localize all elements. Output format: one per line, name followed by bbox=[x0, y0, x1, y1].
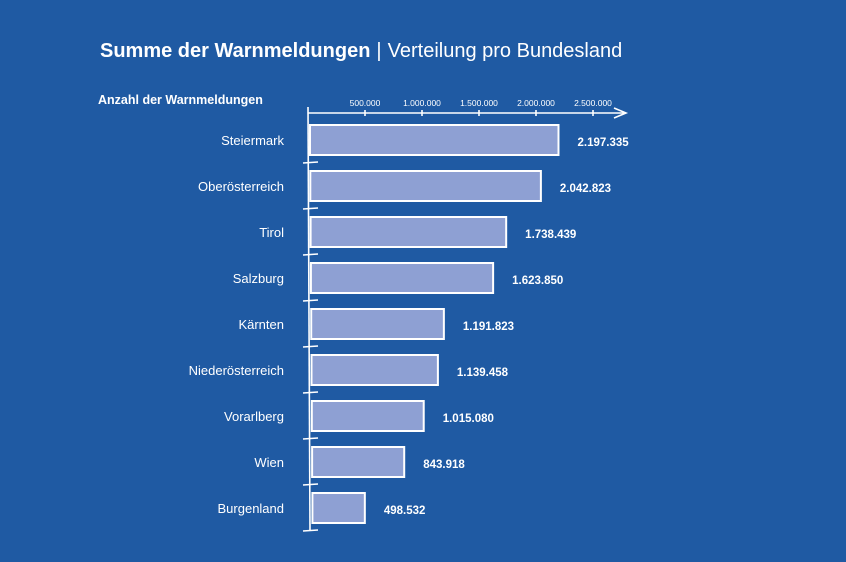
category-label: Wien bbox=[254, 455, 284, 470]
category-label: Niederösterreich bbox=[189, 363, 284, 378]
value-label: 2.042.823 bbox=[560, 183, 611, 195]
bar-burgenland bbox=[311, 492, 366, 524]
chart-title-separator: | bbox=[376, 40, 382, 62]
y-tick bbox=[302, 345, 319, 348]
chart-title-main: Summe der Warnmeldungen bbox=[100, 40, 371, 62]
axis-title: Anzahl der Warnmeldungen bbox=[98, 93, 263, 107]
y-tick bbox=[302, 391, 319, 394]
chart-title: Summe der Warnmeldungen | Verteilung pro B… bbox=[100, 40, 622, 63]
bar-vorarlberg bbox=[310, 400, 425, 432]
category-label: Steiermark bbox=[221, 133, 284, 148]
bar-wien bbox=[311, 446, 406, 478]
bar-steiermark bbox=[309, 124, 560, 156]
value-label: 1.015.080 bbox=[443, 413, 494, 425]
x-tick-label: 2.000.000 bbox=[517, 98, 555, 108]
x-tick-label: 1.000.000 bbox=[403, 98, 441, 108]
y-tick bbox=[302, 253, 319, 256]
x-tick-label: 500.000 bbox=[350, 98, 381, 108]
x-tick-label: 2.500.000 bbox=[574, 98, 612, 108]
value-label: 2.197.335 bbox=[577, 137, 629, 149]
value-label: 1.738.439 bbox=[525, 229, 576, 241]
category-label: Kärnten bbox=[238, 317, 284, 332]
category-label: Burgenland bbox=[218, 501, 285, 516]
bar-niederösterreich bbox=[310, 354, 439, 386]
chart-title-sub: Verteilung pro Bundesland bbox=[387, 40, 623, 62]
category-label: Tirol bbox=[259, 225, 284, 240]
y-tick bbox=[302, 207, 319, 210]
x-axis-arrowhead bbox=[613, 107, 629, 119]
y-tick bbox=[302, 483, 319, 486]
bar-salzburg bbox=[309, 262, 495, 294]
x-tick-label: 1.500.000 bbox=[460, 98, 498, 108]
value-label: 1.139.458 bbox=[457, 367, 509, 379]
bar-oberösterreich bbox=[309, 170, 542, 202]
y-tick bbox=[302, 161, 319, 164]
value-label: 498.532 bbox=[384, 505, 426, 517]
category-label: Vorarlberg bbox=[224, 409, 284, 424]
value-label: 843.918 bbox=[423, 459, 465, 471]
bar-tirol bbox=[309, 216, 508, 248]
y-tick bbox=[302, 299, 319, 302]
y-tick bbox=[302, 437, 319, 440]
bars-group: Steiermark 2.197.335 Oberösterreich 2.042.8… bbox=[189, 124, 629, 524]
category-label: Salzburg bbox=[233, 271, 284, 286]
y-axis-line bbox=[307, 106, 311, 531]
axis-group: 500.000 1.000.000 1.500.000 2.000.000 2.500.… bbox=[302, 98, 629, 532]
y-tick bbox=[302, 529, 319, 532]
bar-kärnten bbox=[310, 308, 445, 340]
category-label: Oberösterreich bbox=[198, 179, 284, 194]
value-label: 1.623.850 bbox=[512, 275, 563, 287]
value-label: 1.191.823 bbox=[463, 321, 514, 333]
